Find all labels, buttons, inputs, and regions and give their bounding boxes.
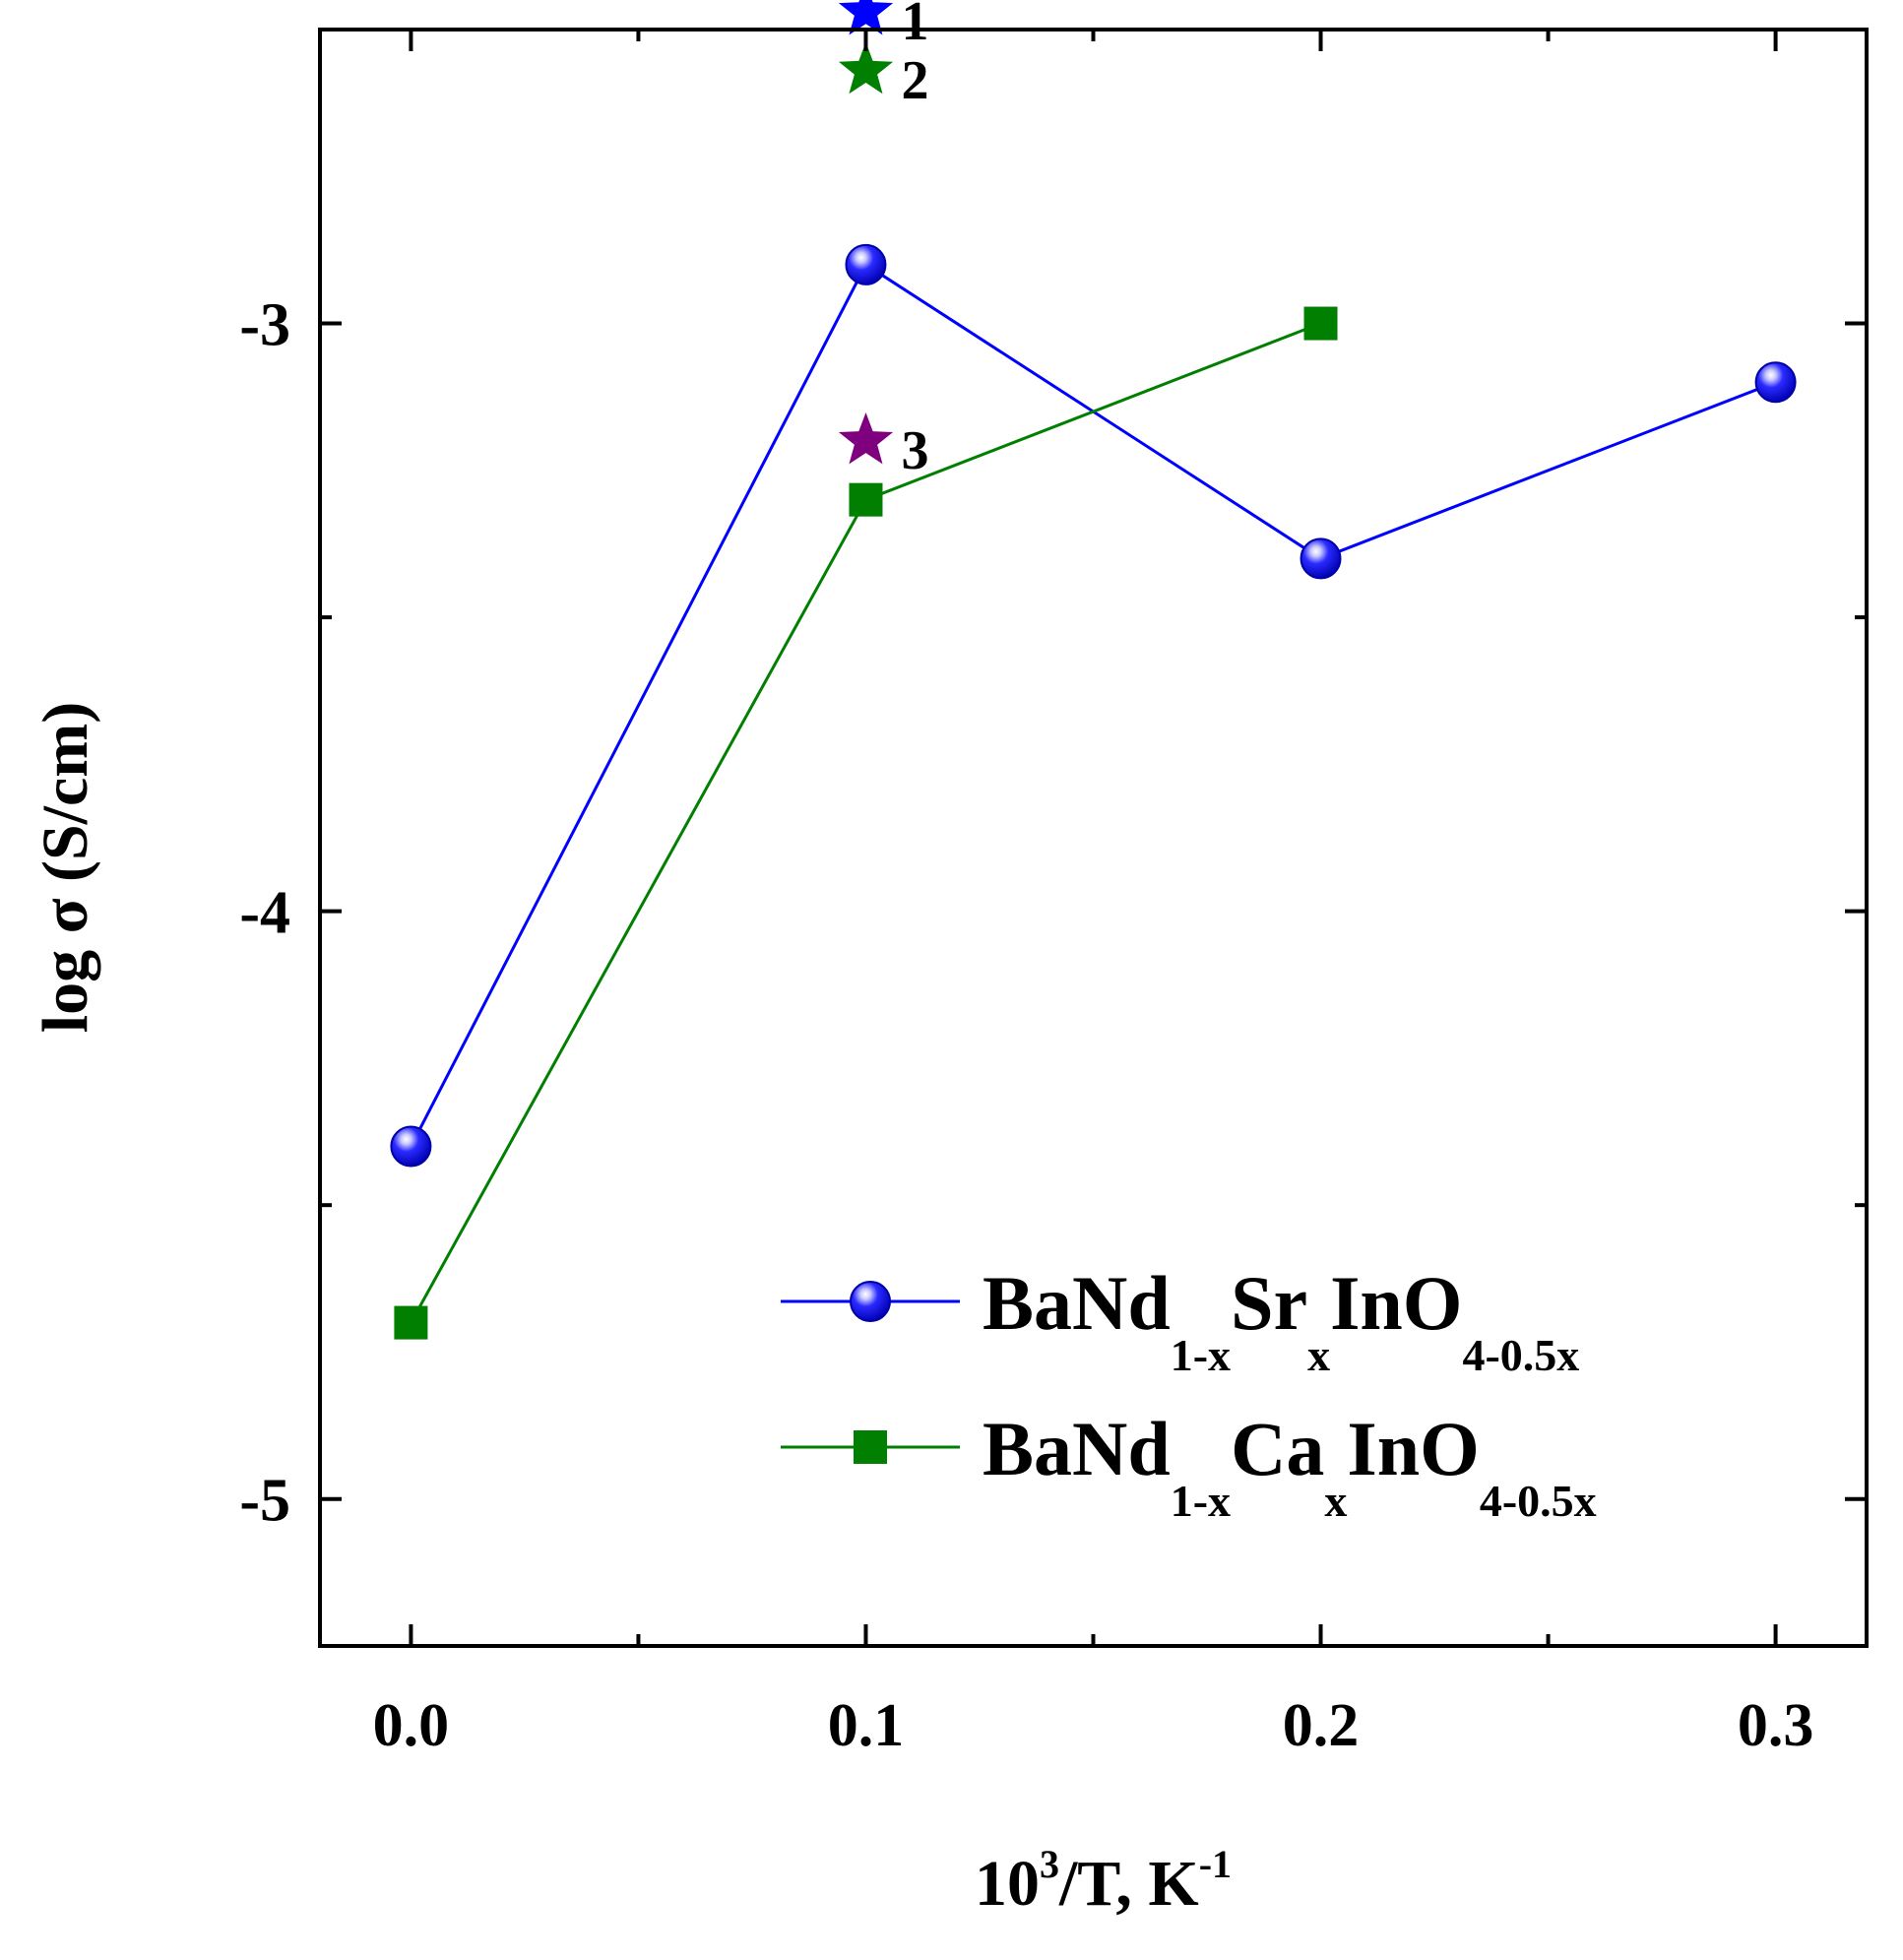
series-line [410, 322, 1322, 1324]
y-axis-title: log σ (S/cm) [30, 702, 101, 1034]
legend-label-sub: x [1324, 1476, 1347, 1526]
annotation-layer: 12 3 [838, 0, 928, 481]
y-tick-label: -5 [239, 1468, 290, 1535]
y-tick-label: -4 [239, 880, 290, 947]
legend-label-part: BaNd [983, 1260, 1171, 1346]
data-point [1300, 537, 1342, 580]
data-point [394, 1305, 428, 1340]
y-tick-label: -3 [239, 292, 290, 359]
plot-frame [318, 28, 1869, 1648]
data-point [1303, 306, 1338, 341]
x-tick-label: 0.2 [1283, 1692, 1360, 1759]
legend-label-sub: x [1307, 1330, 1330, 1380]
x-axis-title-sup: 3 [1040, 1842, 1059, 1886]
data-point [390, 1125, 432, 1168]
legend-label-part: Sr [1231, 1260, 1307, 1346]
legend-label: BaNd1-xCaxInO4-0.5x [983, 1406, 1597, 1526]
star-marker [838, 0, 894, 35]
data-point [845, 243, 887, 285]
x-axis-title-base: 10 [975, 1848, 1040, 1920]
star-marker [838, 412, 894, 465]
x-tick-label: 0.3 [1738, 1692, 1814, 1759]
star-label: 3 [901, 420, 928, 481]
series-line [410, 262, 1777, 1148]
x-tick-label: 0.0 [373, 1692, 450, 1759]
legend-label: BaNd1-xSrxInO4-0.5x [983, 1260, 1579, 1380]
data-point [849, 482, 883, 517]
star-marker [838, 41, 894, 95]
legend-label-sub: 1-x [1171, 1476, 1231, 1526]
x-tick-label: 0.1 [828, 1692, 905, 1759]
legend-label-part: InO [1330, 1260, 1462, 1346]
legend-label-part: InO [1347, 1406, 1479, 1491]
series-layer [390, 243, 1797, 1340]
legend-label-sub: 4-0.5x [1462, 1330, 1579, 1380]
legend-marker [850, 1281, 891, 1322]
legend-label-sub: 4-0.5x [1480, 1476, 1597, 1526]
x-axis-title-sup2: -1 [1199, 1842, 1232, 1886]
star-label: 2 [901, 50, 928, 111]
legend-marker [854, 1430, 887, 1464]
data-point [1754, 361, 1797, 404]
x-axis-title: 103/T, K-1 [975, 1842, 1232, 1920]
legend-label-part: Ca [1231, 1406, 1324, 1491]
legend-label-sub: 1-x [1171, 1330, 1231, 1380]
axis-layer: 0.0 0.1 0.2 0.3 -5 -4 -3 [239, 30, 1867, 1759]
legend-label-part: BaNd [983, 1406, 1171, 1491]
star-label: 1 [901, 0, 928, 52]
x-axis-title-rest: /T, K [1058, 1848, 1199, 1920]
